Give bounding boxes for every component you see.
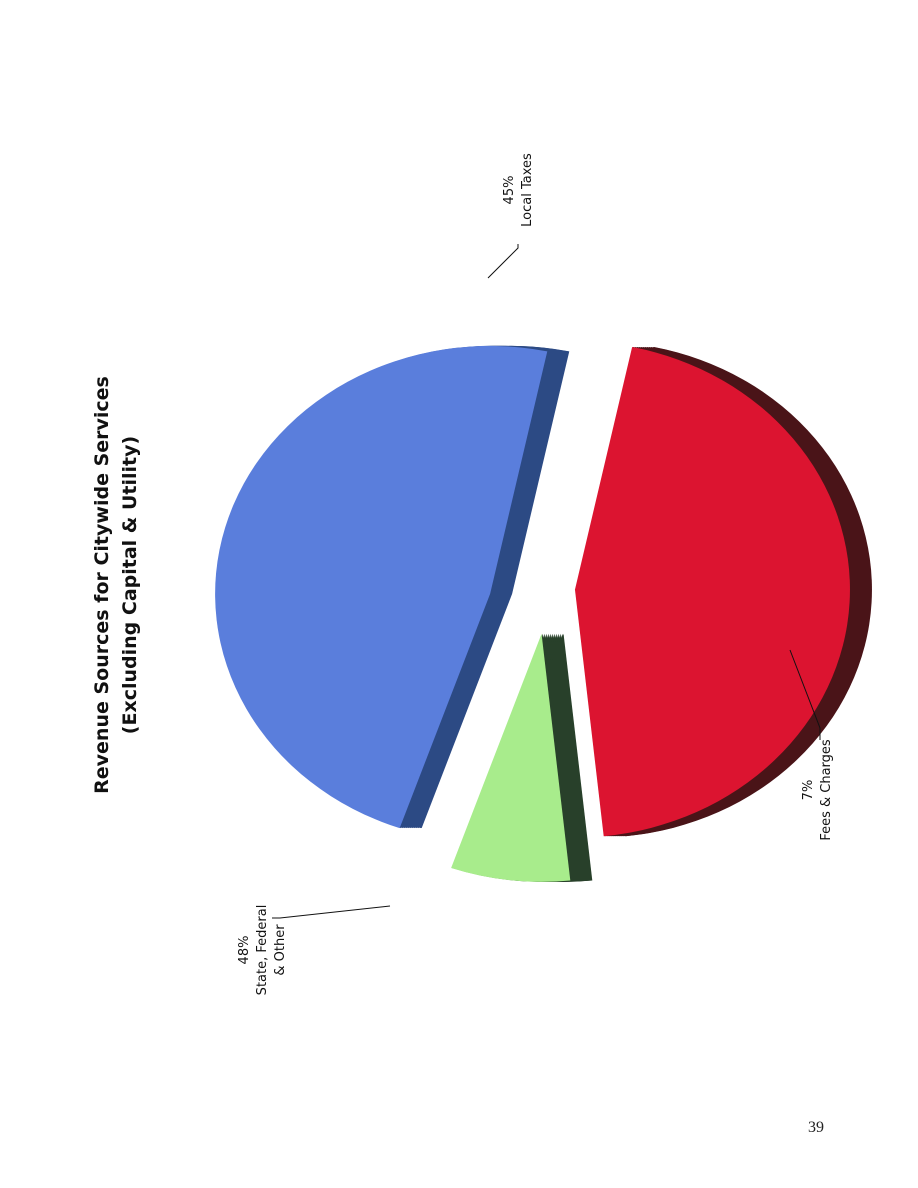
chart-title: Revenue Sources for Citywide Services (E… (91, 376, 141, 794)
label-state-federal-percent: 48% (237, 936, 252, 965)
leader-lines (272, 244, 821, 919)
pie-slice-0 (574, 346, 850, 837)
label-local-taxes-percent: 45% (502, 176, 517, 205)
label-state-federal-name-2: & Other (273, 924, 288, 976)
label-fees-charges: 7% Fees & Charges (801, 739, 834, 841)
label-fees-charges-percent: 7% (801, 780, 816, 801)
pie-slice-2 (215, 345, 548, 829)
leader-line-1 (789, 649, 821, 740)
label-local-taxes-name: Local Taxes (520, 153, 535, 227)
chart-title-line-2: (Excluding Capital & Utility) (119, 436, 141, 734)
page-number: 39 (808, 1119, 824, 1136)
chart-title-line-1: Revenue Sources for Citywide Services (91, 376, 113, 794)
leader-line-2 (272, 905, 391, 919)
pie-slice-1 (451, 633, 571, 882)
leader-line-0 (487, 244, 519, 279)
pie-slices (215, 345, 872, 882)
label-state-federal: 48% State, Federal & Other (237, 905, 288, 996)
label-local-taxes: 45% Local Taxes (502, 153, 535, 227)
label-fees-charges-name: Fees & Charges (819, 739, 834, 841)
label-state-federal-name-1: State, Federal (255, 905, 270, 996)
